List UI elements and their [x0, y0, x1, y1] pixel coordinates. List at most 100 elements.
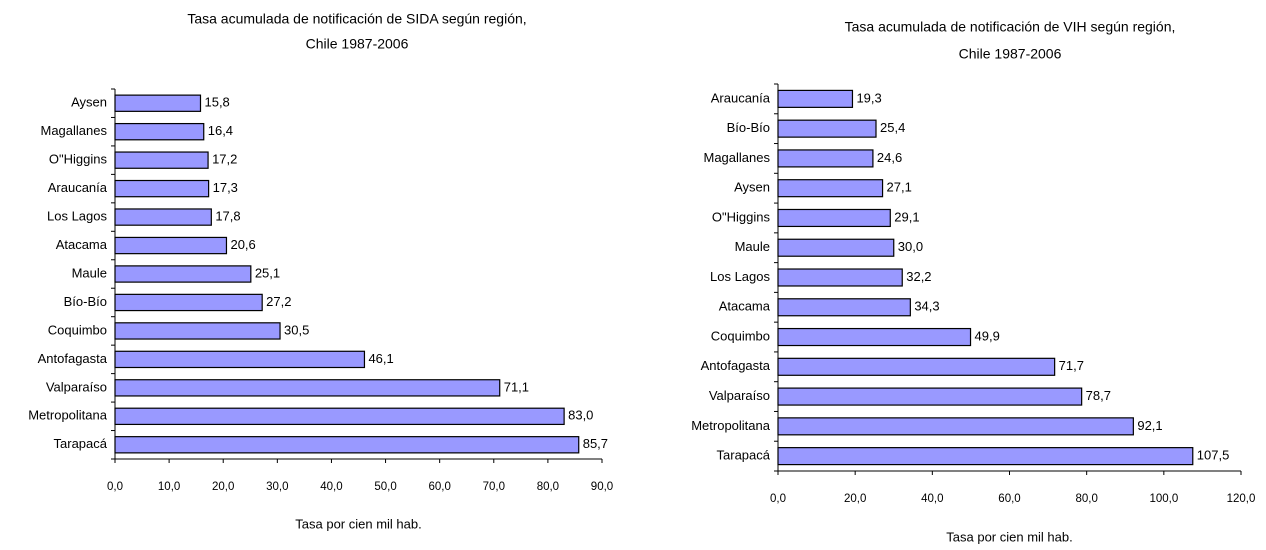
bar	[777, 417, 1134, 436]
y-tick-label: Antofagasta	[701, 358, 771, 373]
bar	[777, 119, 877, 138]
x-tick-label: 60,0	[428, 481, 450, 493]
chart-title: Chile 1987-2006	[306, 36, 409, 52]
bar	[777, 149, 874, 168]
data-label: 17,3	[213, 180, 238, 195]
data-label: 34,3	[914, 299, 939, 314]
data-label: 24,6	[877, 150, 902, 165]
x-tick-label: 120,0	[1227, 493, 1256, 505]
bar	[777, 387, 1083, 406]
bar	[777, 447, 1194, 466]
y-tick-label: Tarapacá	[717, 448, 771, 463]
y-tick-label: Aysen	[734, 180, 770, 195]
bar	[777, 179, 884, 198]
data-label: 27,2	[266, 294, 291, 309]
x-tick-label: 70,0	[483, 481, 505, 493]
bar	[114, 208, 212, 226]
x-tick-label: 90,0	[591, 481, 613, 493]
y-tick-label: Maule	[735, 239, 770, 254]
x-tick-label: 50,0	[374, 481, 396, 493]
data-label: 17,8	[215, 209, 240, 224]
data-label: 15,8	[204, 95, 229, 110]
bar	[114, 236, 228, 255]
y-tick-label: Antofagasta	[38, 351, 108, 366]
bar	[777, 89, 854, 108]
data-label: 25,1	[255, 265, 280, 280]
bar	[114, 379, 501, 397]
data-label: 16,4	[208, 123, 233, 138]
bar	[114, 407, 565, 426]
data-label: 27,1	[887, 180, 912, 195]
y-tick-label: Maule	[72, 265, 107, 280]
y-tick-label: Magallanes	[41, 123, 108, 138]
bar	[114, 350, 366, 369]
y-tick-label: Magallanes	[704, 150, 771, 165]
bar	[777, 238, 895, 257]
bar	[114, 151, 209, 169]
y-tick-label: Metropolitana	[691, 418, 771, 433]
y-tick-label: Atacama	[56, 237, 108, 252]
x-tick-label: 40,0	[320, 481, 342, 493]
bar	[777, 208, 891, 228]
y-tick-label: Valparaíso	[46, 379, 107, 394]
data-label: 92,1	[1137, 418, 1162, 433]
y-tick-label: Los Lagos	[47, 209, 107, 224]
data-label: 30,5	[284, 322, 309, 337]
x-tick-label: 40,0	[921, 493, 943, 505]
y-tick-label: O"Higgins	[49, 152, 108, 167]
x-tick-label: 0,0	[770, 493, 786, 505]
bar	[114, 94, 202, 112]
y-tick-label: Araucanía	[711, 90, 771, 105]
data-label: 19,3	[856, 90, 881, 105]
bar	[114, 179, 210, 198]
y-tick-label: Bío-Bío	[64, 294, 107, 309]
y-tick-label: O"Higgins	[712, 209, 771, 224]
data-label: 25,4	[880, 120, 905, 135]
data-label: 30,0	[898, 239, 923, 254]
x-tick-label: 10,0	[158, 481, 180, 493]
x-axis-label: Tasa por cien mil hab.	[295, 516, 421, 531]
y-tick-label: Tarapacá	[54, 436, 108, 451]
y-tick-label: Metropolitana	[28, 408, 108, 423]
y-tick-label: Coquimbo	[711, 328, 770, 343]
data-label: 46,1	[368, 351, 393, 366]
bar	[114, 265, 252, 283]
bar	[114, 293, 263, 312]
bar	[114, 436, 580, 454]
bar	[777, 357, 1056, 376]
y-tick-label: Los Lagos	[710, 269, 770, 284]
x-tick-label: 60,0	[998, 493, 1020, 505]
bar	[777, 268, 903, 287]
x-tick-label: 80,0	[1075, 493, 1097, 505]
chart-title: Chile 1987-2006	[959, 46, 1062, 62]
chart-title: Tasa acumulada de notificación de VIH se…	[845, 19, 1176, 35]
x-tick-label: 0,0	[107, 481, 123, 493]
bar	[777, 327, 972, 347]
data-label: 107,5	[1197, 448, 1230, 463]
data-label: 20,6	[230, 237, 255, 252]
data-label: 49,9	[975, 328, 1000, 343]
chart-title: Tasa acumulada de notificación de SIDA s…	[187, 11, 526, 27]
bar	[114, 122, 205, 141]
data-label: 32,2	[906, 269, 931, 284]
y-tick-label: Aysen	[71, 95, 107, 110]
x-tick-label: 20,0	[844, 493, 866, 505]
bar	[777, 298, 911, 317]
x-tick-label: 80,0	[537, 481, 559, 493]
data-label: 83,0	[568, 408, 593, 423]
data-label: 85,7	[583, 436, 608, 451]
y-tick-label: Bío-Bío	[727, 120, 770, 135]
y-tick-label: Araucanía	[48, 180, 108, 195]
x-tick-label: 30,0	[266, 481, 288, 493]
x-tick-label: 100,0	[1149, 493, 1178, 505]
data-label: 29,1	[894, 209, 919, 224]
y-tick-label: Atacama	[719, 299, 771, 314]
data-label: 71,1	[504, 379, 529, 394]
bar	[114, 322, 281, 340]
y-tick-label: Valparaíso	[709, 388, 770, 403]
data-label: 17,2	[212, 152, 237, 167]
data-label: 78,7	[1086, 388, 1111, 403]
y-tick-label: Coquimbo	[48, 322, 107, 337]
x-tick-label: 20,0	[212, 481, 234, 493]
